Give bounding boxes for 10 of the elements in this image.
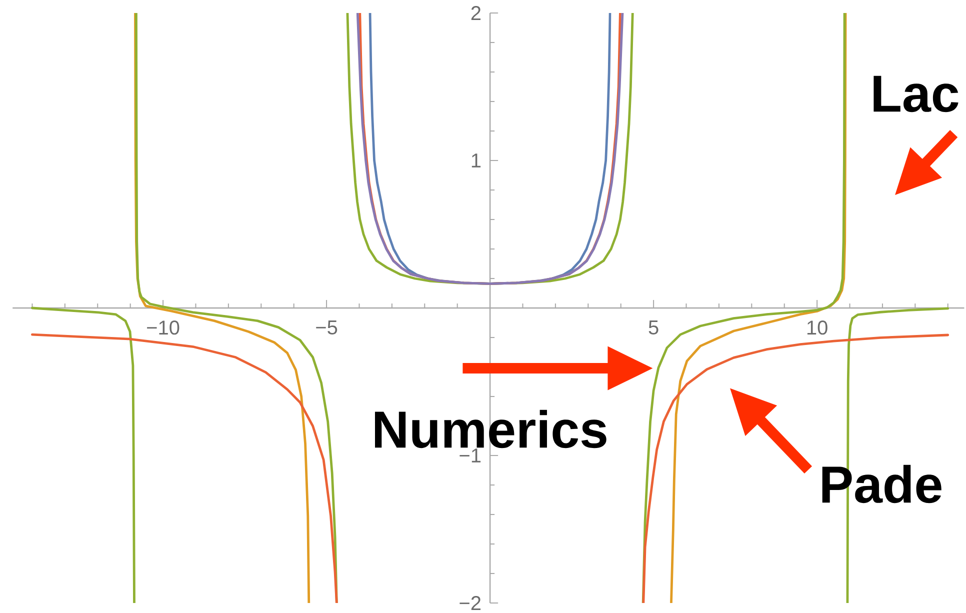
x-tick-label: −5 <box>316 320 338 334</box>
y-tick-label: 2 <box>471 6 480 20</box>
x-tick-label: −10 <box>147 320 180 335</box>
annotation: Numerics <box>374 410 606 448</box>
y-tick-label: 1 <box>472 154 481 168</box>
x-tick-label: 5 <box>648 320 658 334</box>
y-tick-label: −1 <box>460 448 481 462</box>
y-tick-label: −2 <box>460 596 480 610</box>
x-tick-label: 10 <box>807 320 828 335</box>
annotation: Lac <box>874 76 958 112</box>
